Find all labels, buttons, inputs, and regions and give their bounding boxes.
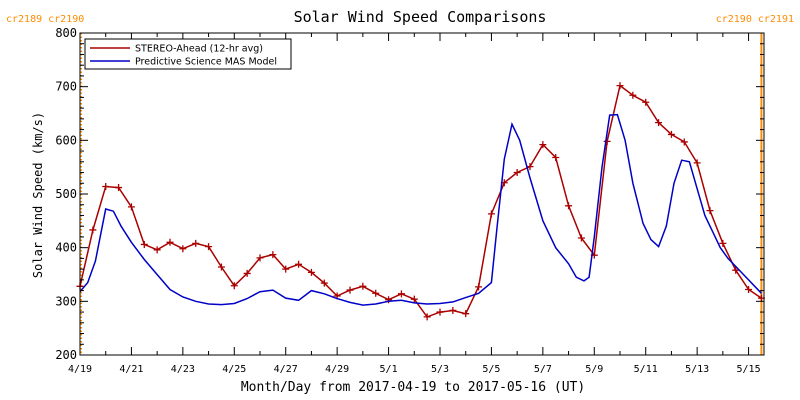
data-point-marker <box>359 282 367 290</box>
x-tick-label: 5/11 <box>634 364 658 375</box>
data-point-marker <box>513 169 521 177</box>
data-point-marker <box>166 238 174 246</box>
carrington-rotation-label: cr2189 cr2190 <box>6 14 84 25</box>
data-point-marker <box>577 234 585 242</box>
y-tick-label: 500 <box>55 187 77 201</box>
legend-box <box>84 38 292 70</box>
y-tick-label: 300 <box>55 294 77 308</box>
chart-title: Solar Wind Speed Comparisons <box>294 8 547 26</box>
data-point-marker <box>655 119 663 127</box>
data-point-marker <box>127 203 135 211</box>
data-point-marker <box>179 245 187 253</box>
data-point-marker <box>397 290 405 298</box>
data-point-marker <box>719 239 727 247</box>
data-point-marker <box>680 138 688 146</box>
data-point-marker <box>205 243 213 251</box>
data-point-marker <box>243 269 251 277</box>
data-point-marker <box>423 313 431 321</box>
data-point-marker <box>295 260 303 268</box>
data-point-marker <box>115 184 123 192</box>
data-point-marker <box>667 130 675 138</box>
data-point-marker <box>346 286 354 294</box>
data-point-marker <box>462 310 470 318</box>
data-point-marker <box>320 279 328 287</box>
data-point-marker <box>706 207 714 215</box>
y-tick-label: 600 <box>55 133 77 147</box>
data-point-marker <box>642 98 650 106</box>
data-point-marker <box>449 306 457 314</box>
x-axis-label: Month/Day from 2017-04-19 to 2017-05-16 … <box>241 380 585 395</box>
data-point-marker <box>153 246 161 254</box>
data-point-marker <box>565 202 573 210</box>
data-point-marker <box>616 82 624 90</box>
series-line <box>79 113 762 306</box>
x-tick-label: 5/5 <box>482 364 500 375</box>
x-tick-label: 4/21 <box>119 364 143 375</box>
data-point-marker <box>603 137 611 145</box>
data-point-marker <box>89 226 97 234</box>
data-point-marker <box>307 268 315 276</box>
data-point-marker <box>552 154 560 162</box>
data-point-marker <box>487 210 495 218</box>
x-tick-label: 4/23 <box>171 364 195 375</box>
legend-label: STEREO-Ahead (12-hr avg) <box>135 44 263 55</box>
legend: STEREO-Ahead (12-hr avg) Predictive Scien… <box>84 38 292 70</box>
x-tick-label: 5/13 <box>685 364 709 375</box>
x-tick-label: 5/9 <box>585 364 603 375</box>
y-tick-label: 400 <box>55 241 77 255</box>
series-layer <box>76 82 765 321</box>
data-point-marker <box>539 141 547 149</box>
carrington-rotation-label: cr2190 cr2191 <box>716 14 794 25</box>
axes-layer: 200 300 400 500 600 700 800 4/19 4/21 4/23 4/25 4/2… <box>55 26 765 375</box>
y-tick-label: 700 <box>55 80 77 94</box>
data-point-marker <box>269 251 277 259</box>
data-point-marker <box>475 283 483 291</box>
data-point-marker <box>217 263 225 271</box>
data-point-marker <box>436 308 444 316</box>
data-point-marker <box>256 254 264 262</box>
data-point-marker <box>192 239 200 247</box>
data-point-marker <box>372 289 380 297</box>
x-tick-label: 4/25 <box>222 364 246 375</box>
x-tick-label: 4/27 <box>274 364 298 375</box>
data-point-marker <box>410 295 418 303</box>
x-tick-label: 5/7 <box>534 364 552 375</box>
x-tick-label: 5/1 <box>380 364 398 375</box>
series-1 <box>79 113 762 306</box>
series-0 <box>76 82 765 321</box>
y-tick-label: 200 <box>55 348 77 362</box>
x-tick-label: 5/3 <box>431 364 449 375</box>
data-point-marker <box>629 91 637 99</box>
data-point-marker <box>140 240 148 248</box>
y-tick-label: 800 <box>55 26 77 40</box>
series-line <box>79 84 762 318</box>
y-axis-label: Solar Wind Speed (km/s) <box>31 112 45 278</box>
data-point-marker <box>745 286 753 294</box>
x-tick-label: 4/19 <box>68 364 92 375</box>
x-tick-label: 5/15 <box>737 364 761 375</box>
data-point-marker <box>693 159 701 167</box>
plot-frame <box>79 32 765 356</box>
x-tick-label: 4/29 <box>325 364 349 375</box>
legend-label: Predictive Science MAS Model <box>135 57 277 68</box>
data-point-marker <box>102 182 110 190</box>
data-point-marker <box>282 265 290 273</box>
data-point-marker <box>230 282 238 290</box>
data-point-marker <box>732 266 740 274</box>
